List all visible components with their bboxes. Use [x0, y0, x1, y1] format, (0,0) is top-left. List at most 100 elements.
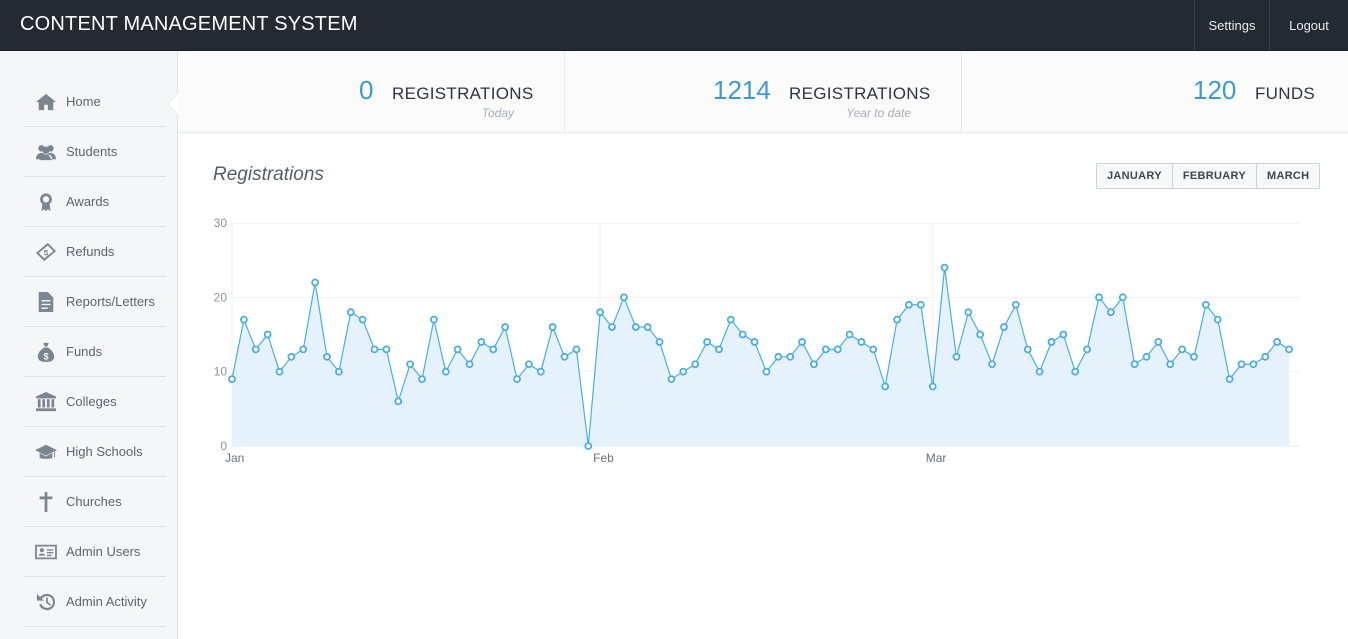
data-point: [928, 382, 937, 391]
data-point: [560, 352, 569, 361]
y-tick-label: 0: [220, 439, 227, 453]
data-point: [1261, 352, 1270, 361]
data-point: [346, 308, 355, 317]
data-point: [489, 345, 498, 354]
data-point: [453, 345, 462, 354]
month-button-february[interactable]: FEBRUARY: [1173, 164, 1257, 188]
data-point: [1190, 352, 1198, 361]
data-point: [251, 345, 260, 354]
graduation-cap-icon: [34, 441, 58, 463]
data-point: [287, 352, 296, 361]
data-point: [916, 300, 925, 309]
data-point: [1142, 352, 1151, 361]
data-point: [608, 323, 616, 331]
month-button-march[interactable]: MARCH: [1266, 170, 1310, 182]
data-point: [525, 360, 533, 369]
sidebar: Home Students Awards Refunds Reports/Let…: [0, 51, 178, 639]
sidebar-item-home[interactable]: Home: [24, 77, 166, 127]
sidebar-menu: Home Students Awards Refunds Reports/Let…: [24, 77, 166, 627]
top-nav: Settings Logout: [1194, 0, 1348, 51]
stat-value: 120: [1193, 75, 1237, 105]
data-point: [584, 442, 593, 450]
stats-bar: 0 REGISTRATIONS Today 1214 REGISTRATIONS…: [178, 51, 1348, 133]
data-point: [311, 278, 320, 287]
data-point: [501, 323, 510, 331]
data-point: [1213, 315, 1222, 324]
logout-link[interactable]: Logout: [1269, 0, 1348, 51]
data-point: [726, 315, 735, 324]
sidebar-item-admin-users[interactable]: Admin Users: [24, 527, 166, 577]
active-indicator: [168, 92, 179, 116]
sidebar-item-admin-activity[interactable]: Admin Activity: [24, 577, 166, 627]
sidebar-item-label: Students: [66, 144, 118, 159]
data-point: [1225, 375, 1234, 384]
data-point: [1083, 345, 1091, 354]
stat-label: REGISTRATIONS: [392, 84, 534, 103]
data-point: [1130, 360, 1139, 369]
data-point: [441, 367, 450, 376]
data-point: [845, 330, 854, 339]
data-point: [774, 352, 783, 361]
x-tick-label: Jan: [225, 451, 244, 465]
data-point: [477, 338, 486, 346]
y-tick-label: 10: [214, 365, 228, 379]
sidebar-item-label: Admin Activity: [66, 594, 147, 609]
registrations-chart: 0 10 20 30 Jan Feb Mar: [214, 216, 1300, 465]
data-point: [370, 345, 379, 354]
sidebar-item-refunds[interactable]: Refunds: [24, 227, 166, 277]
data-point: [881, 382, 890, 391]
data-point: [940, 263, 949, 272]
data-point: [1059, 330, 1068, 339]
data-point: [821, 345, 830, 354]
sidebar-item-label: Home: [66, 94, 101, 109]
settings-link[interactable]: Settings: [1194, 0, 1269, 51]
data-point: [406, 360, 415, 369]
data-point: [738, 330, 747, 339]
sidebar-item-label: Awards: [66, 194, 110, 209]
users-icon: [34, 141, 58, 163]
sidebar-item-high-schools[interactable]: High Schools: [24, 427, 166, 477]
data-point: [429, 315, 438, 324]
data-point: [667, 375, 676, 384]
data-point: [1178, 345, 1187, 354]
data-point: [572, 345, 581, 354]
data-point: [394, 397, 403, 406]
data-point: [655, 338, 664, 346]
stat-value: 0: [359, 75, 374, 105]
data-point: [643, 323, 652, 331]
data-point: [976, 330, 985, 339]
x-tick-label: Mar: [926, 451, 947, 465]
document-icon: [34, 291, 58, 313]
sidebar-item-label: Admin Users: [66, 544, 141, 559]
sidebar-item-students[interactable]: Students: [24, 127, 166, 177]
sidebar-item-reports-letters[interactable]: Reports/Letters: [24, 277, 166, 327]
month-selector: JANUARY FEBRUARY MARCH: [1096, 163, 1321, 189]
data-point: [869, 345, 878, 354]
data-point: [275, 367, 284, 376]
y-tick-label: 20: [214, 290, 228, 304]
data-point: [1249, 360, 1258, 369]
data-point: [988, 360, 996, 369]
award-icon: [34, 191, 58, 213]
data-point: [1166, 360, 1175, 369]
data-point: [358, 315, 367, 324]
month-button-january[interactable]: JANUARY: [1097, 164, 1173, 188]
data-point: [750, 338, 759, 346]
sidebar-item-colleges[interactable]: Colleges: [24, 377, 166, 427]
stat-label: REGISTRATIONS: [789, 84, 931, 103]
sidebar-item-label: Reports/Letters: [66, 294, 155, 309]
institution-icon: [34, 391, 58, 413]
data-point: [334, 367, 343, 376]
sidebar-item-funds[interactable]: $ Funds: [24, 327, 166, 377]
data-point: [1023, 345, 1032, 354]
data-point: [382, 345, 391, 354]
data-point: [631, 323, 640, 331]
data-point: [228, 375, 236, 384]
stat-value: 1214: [713, 75, 771, 105]
sidebar-item-awards[interactable]: Awards: [24, 177, 166, 227]
data-point: [513, 375, 521, 384]
data-point: [786, 352, 795, 361]
sidebar-item-churches[interactable]: Churches: [24, 477, 166, 527]
data-point: [465, 360, 474, 369]
stat-sublabel: Year to date: [846, 106, 911, 120]
